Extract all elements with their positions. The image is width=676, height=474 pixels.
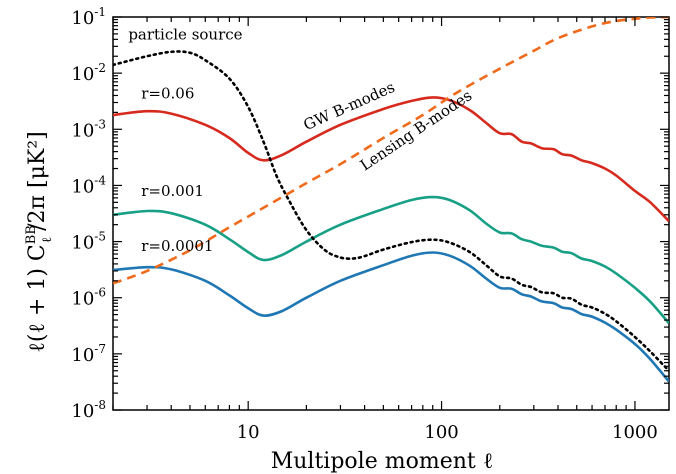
y-tick-label: 10-1 bbox=[71, 5, 106, 29]
x-axis: 10 100 1000 bbox=[112, 17, 658, 443]
annotation-3: GW B-modes bbox=[301, 78, 398, 134]
series-line-2 bbox=[113, 195, 669, 325]
y-tick-label: 10-6 bbox=[71, 286, 106, 310]
y-tick-label: 10-5 bbox=[71, 230, 106, 254]
y-axis-label: ℓ(ℓ + 1) CBBℓ/2π [μK²] bbox=[24, 131, 55, 352]
y-tick-label: 10-2 bbox=[71, 61, 106, 85]
x-tick-label: 1000 bbox=[612, 422, 658, 443]
y-axis: 10-8 10-7 10-6 10-5 10-4 10-3 10-2 10-1 bbox=[71, 5, 669, 422]
annotation-6: r=0.0001 bbox=[141, 237, 213, 255]
y-tick-label: 10-3 bbox=[71, 117, 106, 141]
curves bbox=[113, 17, 669, 383]
y-tick-label: 10-7 bbox=[71, 342, 106, 366]
annotation-1: particle source bbox=[128, 25, 242, 43]
series-line-1 bbox=[113, 96, 669, 223]
series-line-4 bbox=[113, 50, 669, 373]
x-axis-label: Multipole moment ℓ bbox=[271, 449, 494, 474]
x-tick-label: 100 bbox=[424, 422, 458, 443]
annotation-2: r=0.06 bbox=[141, 85, 194, 103]
plot-area bbox=[112, 16, 670, 411]
series-line-5 bbox=[113, 17, 669, 285]
annotation-5: r=0.001 bbox=[141, 182, 204, 200]
plot-frame bbox=[112, 16, 670, 411]
y-tick-label: 10-8 bbox=[71, 398, 106, 422]
series-line-3 bbox=[113, 251, 669, 383]
x-tick-label: 10 bbox=[237, 422, 260, 443]
y-tick-label: 10-4 bbox=[71, 173, 106, 197]
